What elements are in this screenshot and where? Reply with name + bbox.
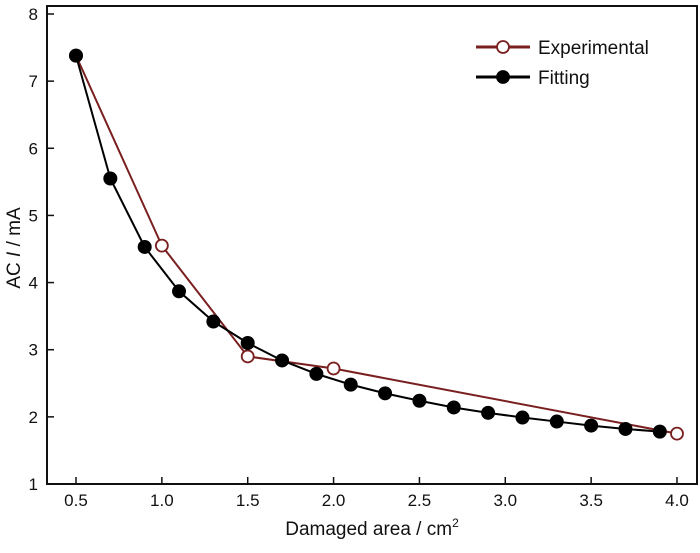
data-point: [481, 405, 496, 420]
legend-label: Fitting: [538, 68, 590, 89]
plot-frame: [46, 5, 698, 485]
data-point: [69, 48, 83, 63]
series-experimental: [69, 48, 684, 441]
y-tick-label: 8: [29, 5, 38, 24]
data-point: [206, 314, 221, 329]
x-tick-label: 2.5: [408, 491, 432, 510]
data-point: [309, 366, 324, 381]
data-point: [618, 421, 633, 436]
data-point: [515, 410, 530, 425]
x-tick-label: 3.5: [579, 491, 603, 510]
x-tick-label: 3.0: [493, 491, 517, 510]
x-tick-label: 1.0: [150, 491, 174, 510]
y-tick-label: 3: [29, 341, 38, 360]
data-point: [412, 393, 427, 408]
x-tick-label: 0.5: [64, 491, 88, 510]
data-point: [172, 284, 187, 299]
y-axis-label: AC I / mA: [4, 207, 25, 289]
legend-marker: [496, 40, 510, 54]
data-point: [652, 424, 667, 439]
data-point: [240, 336, 255, 350]
series-fitting: [69, 48, 667, 439]
data-point: [446, 400, 461, 415]
data-point: [154, 238, 169, 253]
y-tick-label: 4: [29, 274, 38, 293]
data-point: [670, 426, 684, 441]
y-tick-label: 7: [29, 72, 38, 91]
legend-label: Experimental: [538, 38, 649, 59]
data-point: [343, 377, 358, 392]
data-point: [549, 414, 564, 429]
y-tick-label: 1: [29, 475, 38, 494]
legend: Experimental Fitting: [476, 38, 649, 89]
data-point: [137, 239, 152, 254]
y-tick-label: 2: [29, 408, 38, 427]
x-tick-label: 4.0: [665, 491, 689, 510]
data-point: [326, 361, 341, 376]
data-point: [378, 386, 393, 401]
legend-marker: [496, 70, 510, 84]
x-tick-label: 2.0: [322, 491, 346, 510]
x-axis-label: Damaged area / cm2: [285, 516, 459, 540]
data-point: [275, 353, 290, 368]
y-tick-label: 6: [29, 139, 38, 158]
data-point: [240, 349, 255, 364]
y-tick-label: 5: [29, 206, 38, 225]
data-point: [584, 418, 599, 433]
x-tick-label: 1.5: [236, 491, 260, 510]
data-point: [103, 171, 118, 186]
